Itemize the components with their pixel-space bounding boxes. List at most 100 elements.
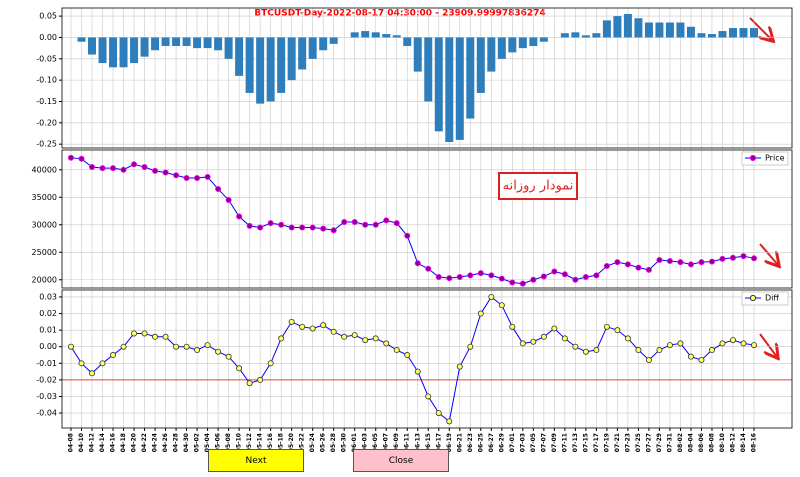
y-tick-label: -0.01	[36, 359, 57, 368]
x-tick-label: 05-20	[288, 433, 295, 452]
x-tick-label: 04-14	[99, 433, 106, 452]
bar	[319, 37, 328, 51]
bar	[676, 22, 685, 38]
point	[719, 340, 726, 347]
bar	[245, 37, 254, 93]
bar	[109, 37, 118, 68]
chart-title: BTCUSDT-Day-2022-08-17 04:30:00 - 23909.…	[254, 9, 545, 19]
point	[425, 265, 432, 272]
x-tick-label: 07-31	[666, 433, 673, 452]
point	[677, 340, 684, 347]
bar	[466, 37, 475, 119]
point	[729, 337, 736, 344]
bar	[382, 34, 391, 38]
x-tick-label: 05-06	[215, 433, 222, 452]
bar	[193, 37, 202, 49]
bar	[728, 28, 737, 38]
bar	[434, 37, 443, 132]
x-tick-label: 05-10	[236, 433, 243, 452]
x-tick-label: 05-04	[204, 433, 211, 452]
close-button[interactable]: Close	[353, 449, 449, 472]
point	[236, 213, 243, 220]
x-tick-label: 06-17	[435, 433, 442, 452]
y-tick-label: 35000	[32, 193, 57, 202]
bar	[697, 33, 706, 38]
point	[225, 197, 232, 204]
x-tick-label: 06-05	[372, 433, 379, 452]
point	[341, 219, 348, 226]
point	[551, 268, 558, 275]
point	[498, 302, 505, 309]
next-button[interactable]: Next	[208, 449, 304, 472]
point	[645, 356, 652, 363]
y-tick-label: 0.03	[39, 292, 57, 301]
point	[173, 172, 180, 179]
point	[141, 164, 148, 171]
point	[614, 327, 621, 334]
bar	[455, 37, 464, 140]
point	[740, 253, 747, 260]
bar	[644, 22, 653, 38]
point	[603, 323, 610, 330]
x-tick-label: 04-28	[173, 433, 180, 452]
point	[330, 227, 337, 234]
point	[120, 166, 127, 173]
x-tick-label: 07-27	[645, 433, 652, 452]
point	[267, 220, 274, 227]
point	[582, 348, 589, 355]
bar	[77, 37, 86, 42]
point	[519, 340, 526, 347]
bar	[256, 37, 265, 104]
point	[740, 340, 747, 347]
bar	[560, 33, 569, 38]
point	[110, 352, 117, 359]
point	[687, 353, 694, 360]
point	[561, 335, 568, 342]
point	[467, 272, 474, 279]
point	[330, 328, 337, 335]
x-tick-label: 04-08	[68, 433, 75, 452]
point	[614, 259, 621, 266]
point	[131, 161, 138, 168]
point	[309, 325, 316, 332]
x-tick-label: 06-15	[425, 433, 432, 452]
bar	[655, 22, 664, 38]
y-tick-label: -0.25	[36, 140, 57, 149]
bar	[476, 37, 485, 93]
x-tick-label: 08-08	[708, 433, 715, 452]
y-tick-label: -0.15	[36, 97, 57, 106]
point	[624, 335, 631, 342]
point	[435, 274, 442, 281]
legend-marker	[749, 294, 757, 302]
x-tick-label: 04-26	[162, 433, 169, 452]
bar	[518, 37, 527, 49]
bar	[602, 20, 611, 38]
x-tick-label: 06-01	[351, 433, 358, 452]
x-tick-label: 07-23	[624, 433, 631, 452]
point	[540, 333, 547, 340]
point	[751, 342, 758, 349]
point	[278, 335, 285, 342]
y-tick-label: -0.04	[36, 409, 57, 418]
point	[131, 330, 138, 337]
point	[656, 347, 663, 354]
bar	[98, 37, 107, 64]
point	[404, 232, 411, 239]
point	[393, 347, 400, 354]
x-tick-label: 05-26	[320, 433, 327, 452]
point	[236, 365, 243, 372]
point	[593, 272, 600, 279]
point	[78, 155, 85, 162]
bar	[224, 37, 233, 59]
point	[372, 221, 379, 228]
bar	[445, 37, 454, 143]
point	[467, 343, 474, 350]
point	[351, 219, 358, 226]
x-tick-label: 05-30	[341, 433, 348, 452]
point	[677, 259, 684, 266]
point	[320, 322, 327, 329]
arrows	[749, 17, 778, 357]
point	[78, 360, 85, 367]
point	[278, 221, 285, 228]
